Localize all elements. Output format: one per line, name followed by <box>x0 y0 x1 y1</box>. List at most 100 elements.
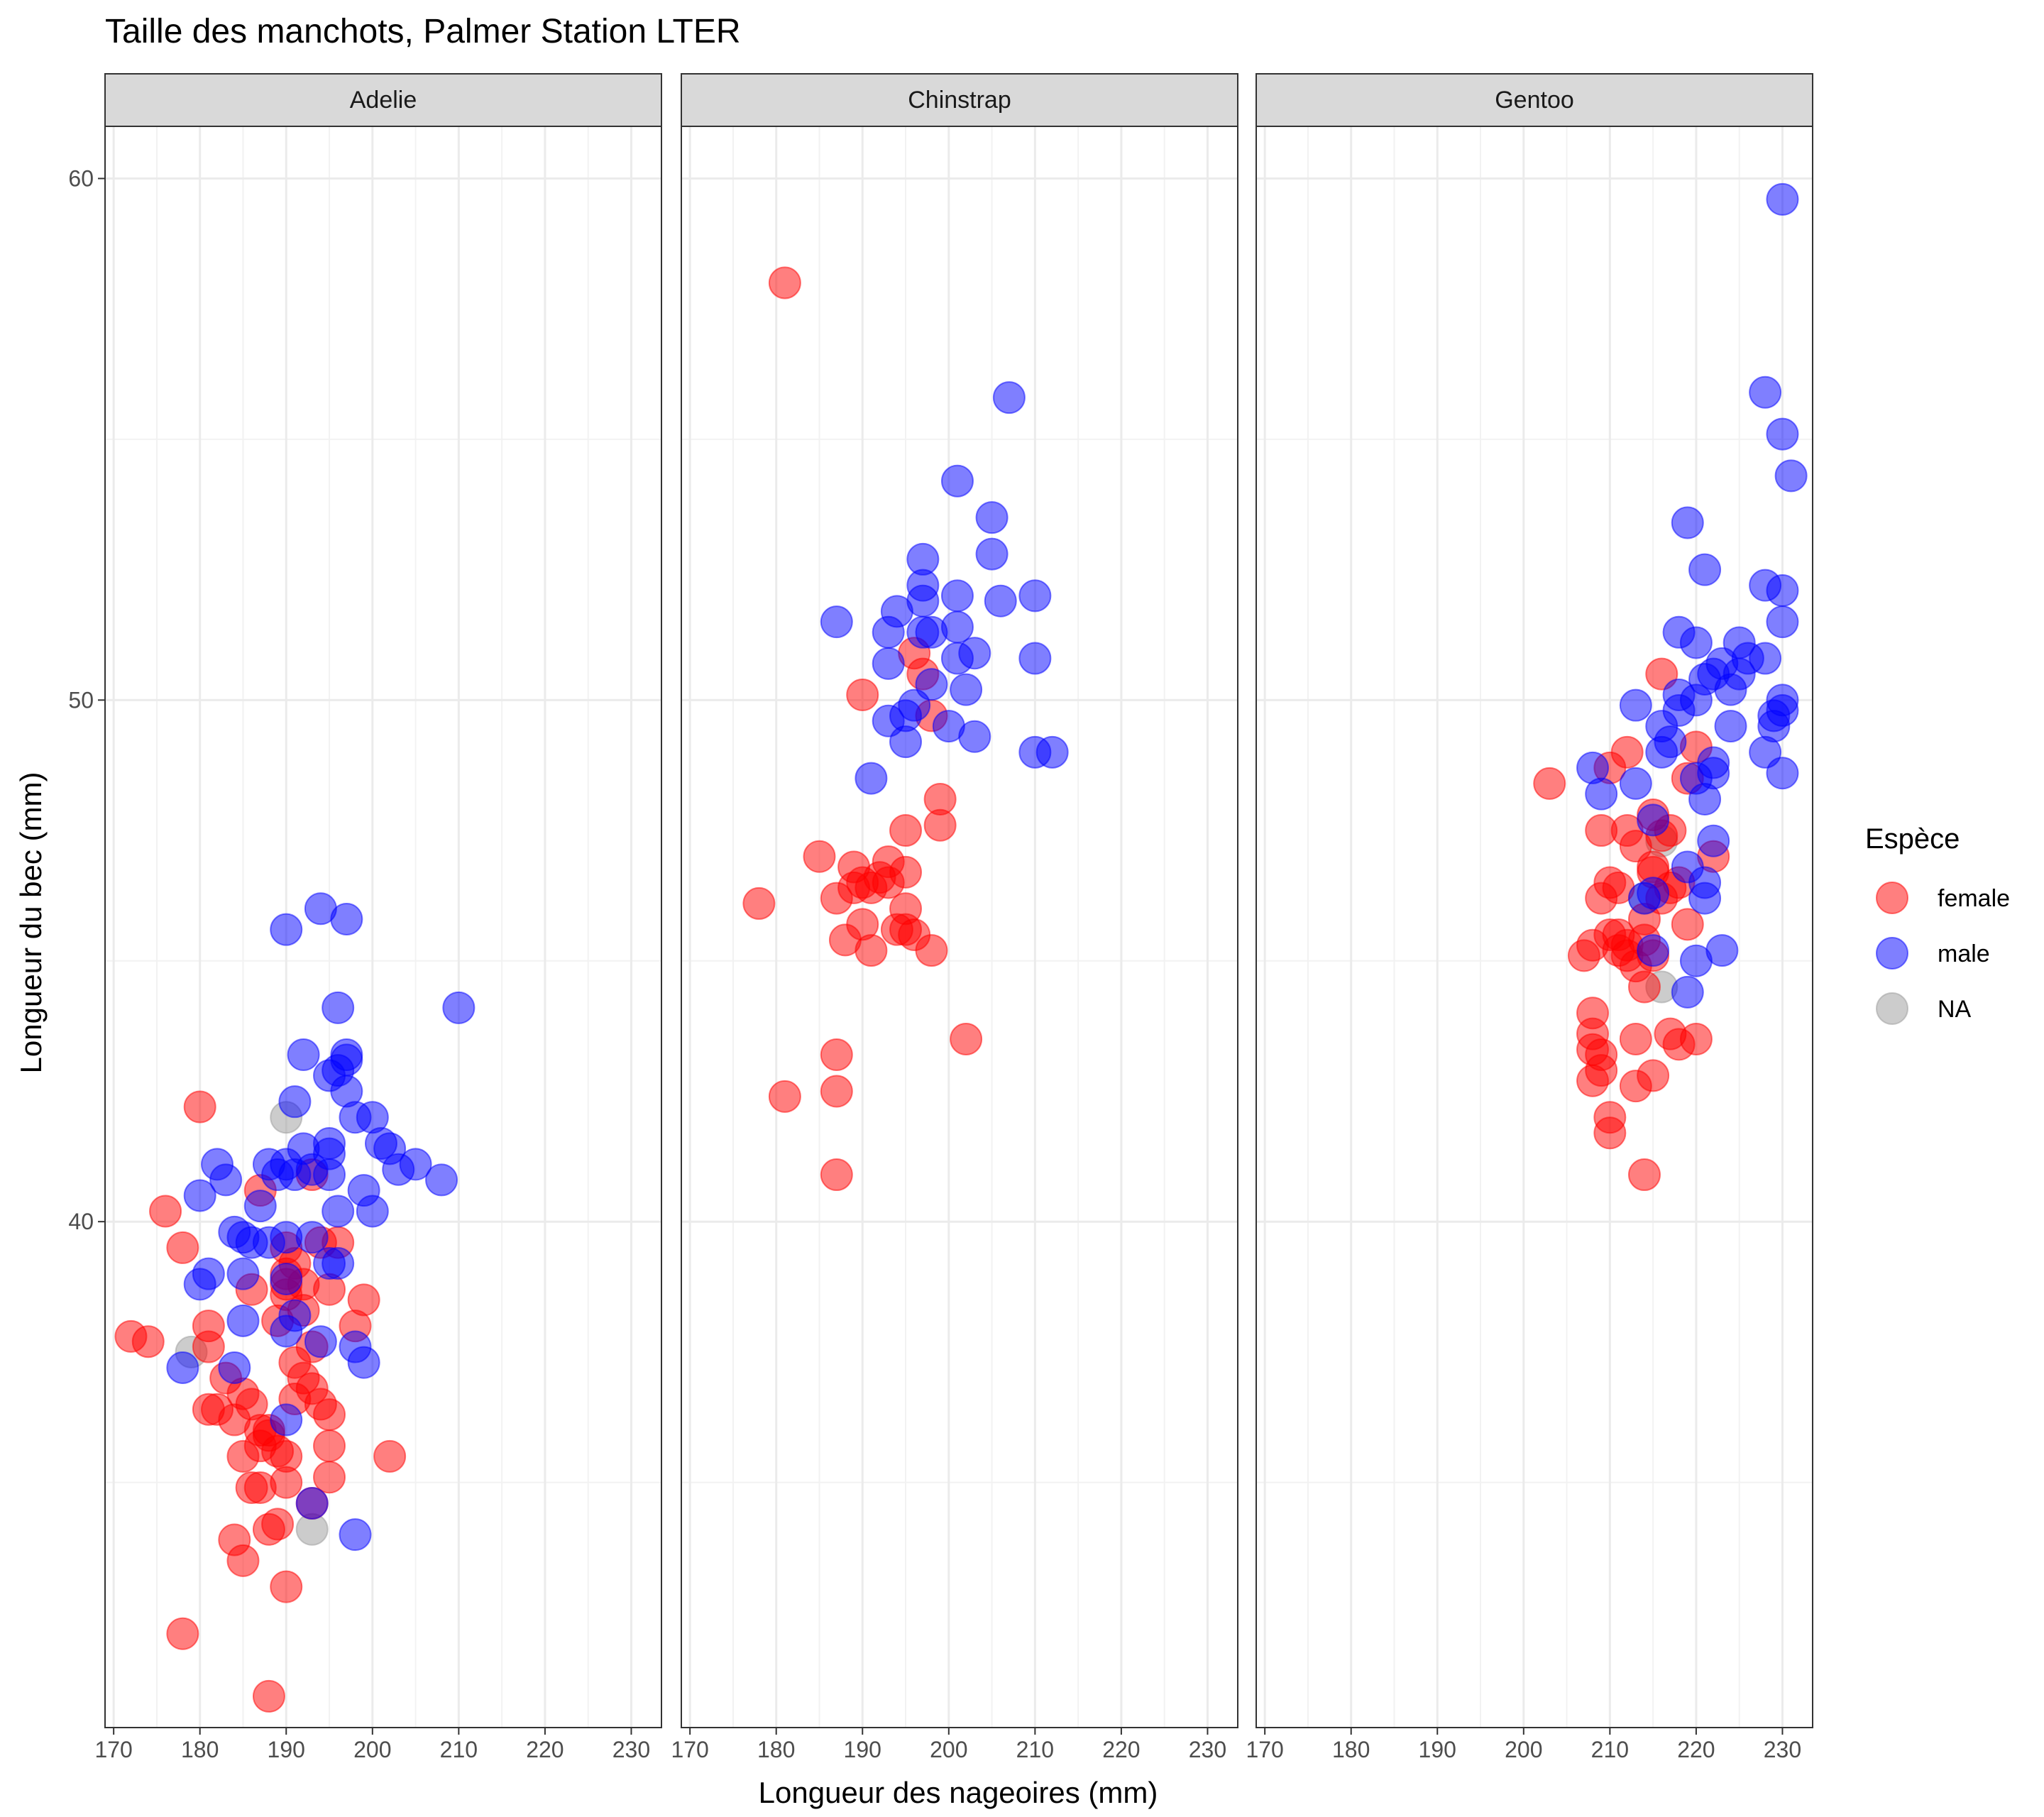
data-point-female <box>1627 970 1661 1004</box>
data-point-male <box>278 1085 312 1119</box>
x-tick-label: 230 <box>612 1737 650 1762</box>
x-tick-label: 190 <box>268 1737 305 1762</box>
data-point-male <box>1679 626 1713 659</box>
data-point-male <box>1637 877 1670 910</box>
data-point-male <box>1749 375 1782 409</box>
data-point-male <box>958 637 991 670</box>
x-tick-label: 190 <box>844 1737 881 1762</box>
data-point-male <box>1585 777 1618 811</box>
data-point-female <box>1576 997 1610 1030</box>
data-point-male <box>322 991 355 1024</box>
data-point-female <box>1593 1116 1627 1150</box>
minor-gridlines <box>681 126 1238 1728</box>
data-point-female <box>1637 1059 1670 1092</box>
data-points <box>1533 182 1808 1192</box>
data-point-male <box>226 1304 260 1337</box>
data-point-female <box>768 266 801 300</box>
legend-key-male: male <box>1876 937 1990 970</box>
data-point-male <box>356 1195 389 1228</box>
x-tick-label: 180 <box>181 1737 219 1762</box>
data-point-male <box>399 1148 432 1181</box>
y-tick-label: 50 <box>68 687 94 713</box>
y-tick-label: 40 <box>68 1209 94 1234</box>
data-point-male <box>1766 417 1799 451</box>
legend: Espèce female male NA <box>1865 823 2010 1025</box>
data-point-female <box>1533 767 1566 800</box>
data-point-male <box>330 902 363 935</box>
data-points <box>742 266 1069 1192</box>
x-tick-label: 230 <box>1764 1737 1801 1762</box>
data-point-male <box>270 1263 303 1296</box>
data-point-male <box>915 668 948 701</box>
data-point-male <box>1671 975 1704 1009</box>
x-tick-label: 170 <box>1246 1737 1283 1762</box>
legend-title: Espèce <box>1865 823 1960 855</box>
data-point-female <box>166 1617 199 1650</box>
legend-label: female <box>1938 885 2010 912</box>
data-point-female <box>1679 1022 1713 1055</box>
legend-label: male <box>1938 940 1990 967</box>
data-point-female <box>1610 735 1644 769</box>
data-point-male <box>889 725 923 759</box>
data-point-female <box>855 934 888 967</box>
facet-strip <box>1255 73 1813 127</box>
data-point-female <box>313 1398 346 1432</box>
data-point-male <box>1697 746 1730 779</box>
x-tick-label: 190 <box>1419 1737 1456 1762</box>
data-point-female <box>183 1090 216 1124</box>
data-point-female <box>313 1461 346 1494</box>
major-gridlines <box>1256 126 1813 1728</box>
y-tick-label: 60 <box>68 165 94 191</box>
data-point-female <box>889 814 923 847</box>
x-tick-label: 220 <box>1102 1737 1140 1762</box>
data-point-female <box>915 934 948 967</box>
legend-swatch <box>1876 992 1908 1025</box>
data-point-male <box>958 720 991 753</box>
x-tick-label: 210 <box>440 1737 478 1762</box>
x-tick-label: 220 <box>1677 1737 1715 1762</box>
x-tick-label: 200 <box>1505 1737 1542 1762</box>
data-point-male <box>940 579 974 613</box>
x-tick-label: 180 <box>1332 1737 1370 1762</box>
data-point-male <box>906 584 940 617</box>
data-point-male <box>1766 182 1799 216</box>
data-point-male <box>1766 605 1799 639</box>
data-point-female <box>803 840 836 873</box>
data-point-female <box>923 782 957 816</box>
data-point-female <box>1671 908 1704 941</box>
data-point-male <box>270 1403 303 1437</box>
data-point-male <box>304 1325 337 1358</box>
data-point-male <box>322 1195 355 1228</box>
data-point-male <box>278 1299 312 1332</box>
data-point-female <box>1619 1022 1652 1055</box>
legend-key-na: NA <box>1876 992 1972 1025</box>
x-tick-label: 170 <box>671 1737 708 1762</box>
facet-panel-adelie: Adelie 170 180 190 200 210 220 230 40 50 60 <box>68 73 662 1762</box>
data-point-male <box>1774 459 1808 493</box>
data-point-male <box>1766 757 1799 790</box>
data-point-male <box>1637 934 1670 967</box>
data-point-male <box>243 1190 277 1223</box>
data-point-female <box>820 1038 853 1072</box>
facet-strip <box>104 73 662 127</box>
data-point-male <box>1619 688 1652 722</box>
y-axis-title: Longueur du bec (mm) <box>14 772 48 1074</box>
facet-strip <box>681 73 1238 127</box>
x-tick-label: 210 <box>1591 1737 1629 1762</box>
x-tick-label: 210 <box>1016 1737 1054 1762</box>
x-tick-label: 200 <box>930 1737 967 1762</box>
data-point-female <box>347 1283 380 1317</box>
data-point-male <box>940 610 974 644</box>
data-point-female <box>742 886 776 920</box>
data-point-male <box>1688 882 1722 915</box>
facet-panel-gentoo: Gentoo 170 180 190 200 210 220 230 <box>1246 73 1813 1762</box>
facet-panel-chinstrap: Chinstrap 170 180 190 200 210 220 230 <box>671 73 1238 1762</box>
data-point-male <box>1035 735 1069 769</box>
data-point-male <box>1637 803 1670 837</box>
data-point-female <box>768 1080 801 1113</box>
facet-strip-label: Gentoo <box>1495 87 1574 114</box>
data-point-male <box>183 1179 216 1212</box>
data-point-male <box>950 673 983 706</box>
data-point-female <box>1585 1054 1618 1087</box>
